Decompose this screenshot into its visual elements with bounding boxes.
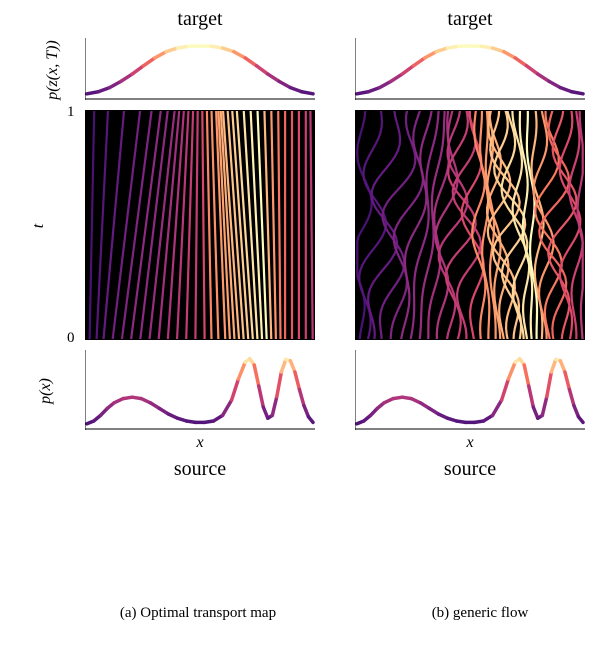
caption-b: (b) generic flow [365, 605, 595, 622]
x-axis-label-0: x [85, 434, 315, 452]
tick-1: 1 [67, 104, 75, 121]
density-source_density [355, 350, 585, 430]
ylabel-top: p(z(x, T)) [44, 40, 62, 100]
tick-0: 0 [67, 330, 75, 347]
ylabel-t: t [30, 224, 48, 228]
title-target-1: target [355, 8, 585, 31]
title-target-0: target [85, 8, 315, 31]
x-axis-label-1: x [355, 434, 585, 452]
density-target_density [355, 38, 585, 100]
ylabel-px: p(x) [37, 378, 55, 404]
density-source_density [85, 350, 315, 430]
density-target_density [85, 38, 315, 100]
trajectories-generic_flow [355, 110, 585, 340]
title-source-1: source [355, 458, 585, 481]
title-source-0: source [85, 458, 315, 481]
trajectories-straight_flow [85, 110, 315, 340]
caption-a: (a) Optimal transport map [73, 605, 323, 622]
